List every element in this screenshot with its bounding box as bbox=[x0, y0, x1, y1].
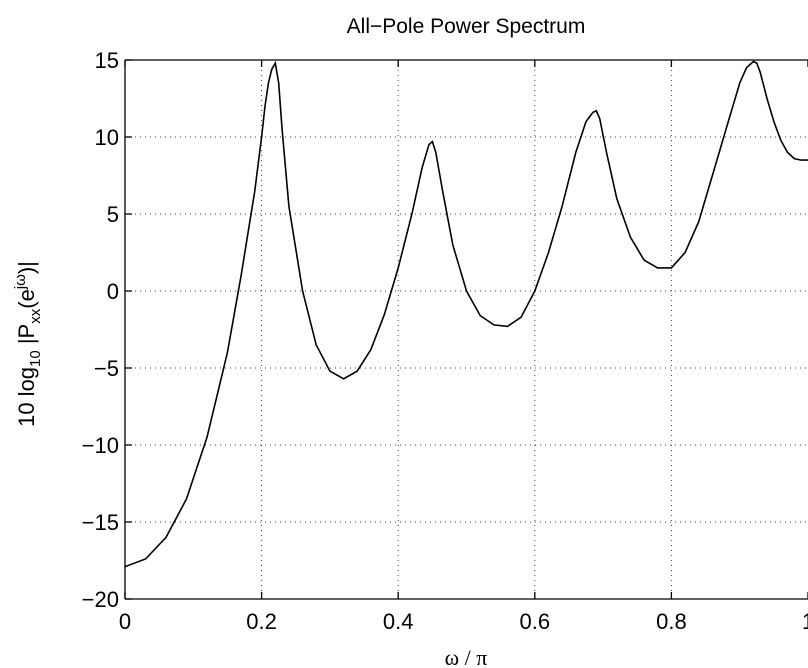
x-axis-label: ω / π bbox=[445, 645, 488, 668]
y-tick-label: 15 bbox=[95, 48, 119, 73]
x-tick-label: 0.4 bbox=[383, 609, 414, 634]
x-tick-label: 0.2 bbox=[246, 609, 277, 634]
grid bbox=[125, 60, 808, 599]
y-tick-label: 10 bbox=[95, 125, 119, 150]
y-axis-label-sub2: xx bbox=[27, 308, 44, 324]
y-axis-label-sub1: 10 bbox=[27, 350, 44, 367]
x-tick-label: 0.8 bbox=[656, 609, 687, 634]
y-tick-label: −15 bbox=[82, 510, 119, 535]
y-axis-label: 10 log10 |Pxx(ejω)| bbox=[12, 261, 44, 427]
series-layer bbox=[124, 60, 808, 568]
series-line-0 bbox=[124, 60, 808, 568]
y-tick-label: −20 bbox=[82, 587, 119, 612]
y-tick-label: −5 bbox=[94, 356, 119, 381]
tick-labels: 0 0.2 0.4 0.6 0.8 1 15 10 5 0 −5 −10 −15 −20 bbox=[82, 48, 808, 634]
chart-title: All−Pole Power Spectrum bbox=[347, 15, 586, 38]
x-tick-label: 1 bbox=[802, 609, 808, 634]
x-tick-label: 0.6 bbox=[520, 609, 551, 634]
axes bbox=[124, 59, 808, 600]
y-axis-label-mid: |P bbox=[14, 324, 39, 351]
y-axis-label-sup: jω bbox=[12, 274, 29, 290]
y-tick-label: 5 bbox=[107, 202, 119, 227]
y-axis-label-prefix: 10 log bbox=[14, 367, 39, 427]
y-tick-label: −10 bbox=[82, 433, 119, 458]
y-tick-label: 0 bbox=[107, 279, 119, 304]
y-axis-label-mid2: (e bbox=[14, 289, 39, 309]
x-tick-label: 0 bbox=[119, 609, 131, 634]
y-axis-label-suffix: )| bbox=[14, 261, 39, 274]
